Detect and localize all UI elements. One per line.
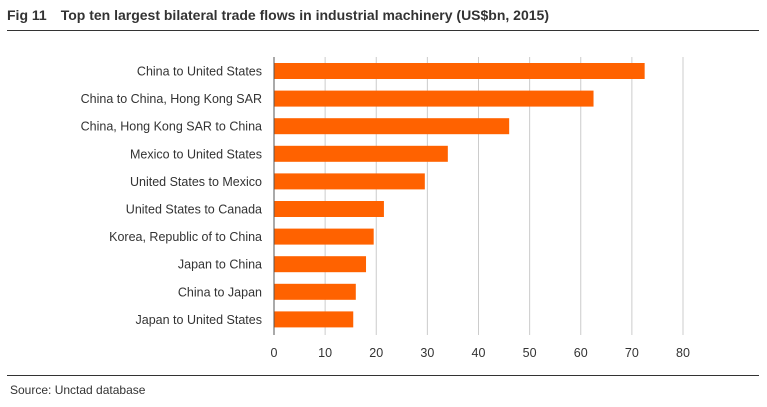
figure-number: Fig 11 [7,7,47,23]
bar [274,256,367,273]
figure-title: Top ten largest bilateral trade flows in… [60,7,549,23]
figure-header: Fig 11 Top ten largest bilateral trade fl… [7,7,549,23]
bar [274,283,356,300]
bar [274,90,594,107]
category-labels: China to United States China to China, Ho… [81,65,262,327]
category-label: Mexico to United States [130,147,262,161]
x-tick-label: 70 [625,346,639,360]
footer-rule [7,375,759,376]
bar [274,118,510,135]
category-label: China to Japan [178,285,262,299]
bar [274,228,374,245]
x-tick-label: 0 [271,346,278,360]
bar [274,145,448,162]
x-tick-label: 10 [318,346,332,360]
category-label: China, Hong Kong SAR to China [81,120,262,134]
x-tick-label: 60 [574,346,588,360]
category-label: Japan to United States [136,313,262,327]
x-tick-label: 80 [676,346,690,360]
category-label: United States to Canada [126,203,262,217]
x-tick-label: 20 [369,346,383,360]
category-label: Japan to China [178,258,262,272]
x-tick-label: 40 [472,346,486,360]
bars [274,63,645,328]
source-note: Source: Unctad database [10,383,146,397]
x-tick-label: 30 [420,346,434,360]
bar [274,63,645,79]
bar [274,311,354,328]
bar [274,173,425,190]
bar [274,201,384,217]
category-label: United States to Mexico [130,175,262,189]
category-label: China to United States [137,65,262,79]
category-label: China to China, Hong Kong SAR [81,92,262,106]
x-tick-label: 50 [523,346,537,360]
header-rule [7,30,759,31]
x-axis-ticks: 0 10 20 30 40 50 60 70 80 [271,346,690,360]
category-label: Korea, Republic of to China [109,230,262,244]
